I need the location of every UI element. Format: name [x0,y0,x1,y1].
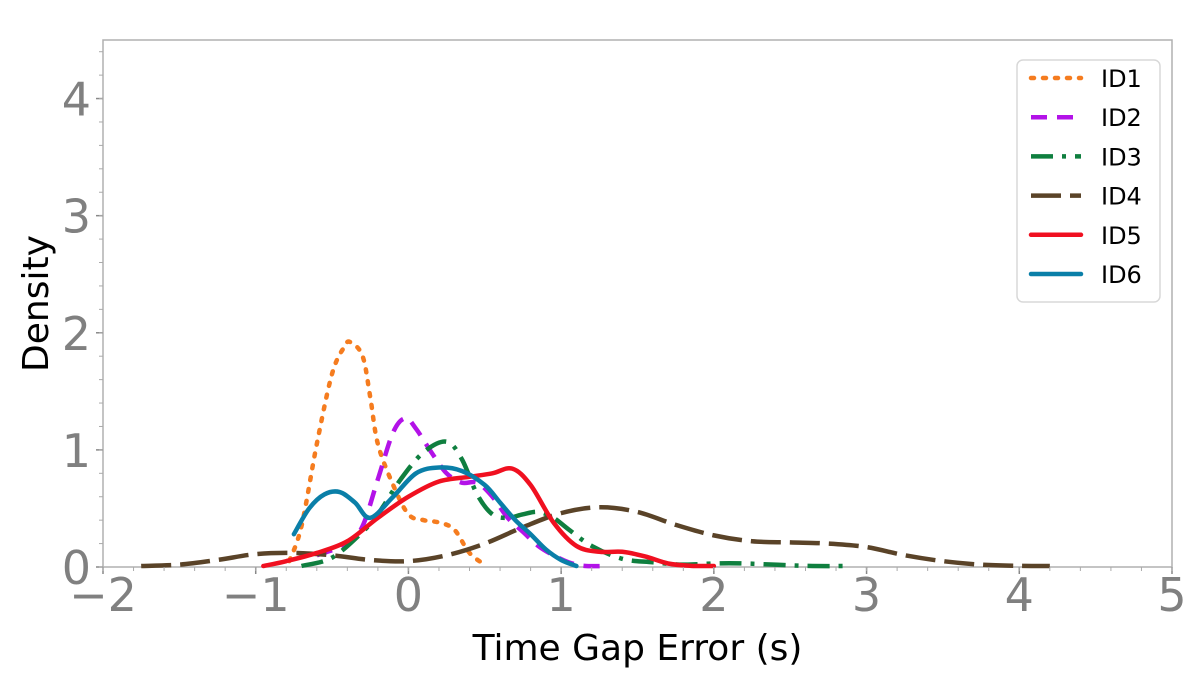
x-tick-label: 0 [394,568,423,622]
x-tick-label: 5 [1157,568,1186,622]
series-layer [141,339,1050,569]
legend-label-id4: ID4 [1101,183,1142,211]
series-line-id4 [141,505,1050,569]
legend-label-id6: ID6 [1101,261,1142,289]
x-tick-label: 1 [547,568,576,622]
x-tick-label: 4 [1005,568,1034,622]
y-tick-label: 0 [62,541,91,595]
y-tick-label: 2 [62,307,91,361]
legend: ID1 ID2 ID3 ID4 ID5 ID6 [1016,59,1161,303]
series-line-id2 [315,416,607,569]
x-tick-label: −1 [222,568,290,622]
series-line-id5 [261,465,717,569]
series-line-id1 [287,339,488,567]
y-axis-title: Density [16,235,57,372]
legend-label-id3: ID3 [1101,143,1142,171]
plot-area-border [102,39,1173,568]
series-line-id6 [291,465,579,569]
plot-frame [102,39,1173,568]
y-tick-label: 3 [62,190,91,244]
x-tick-label: 2 [699,568,728,622]
legend-box [1016,59,1161,303]
x-tick-label: −2 [69,568,137,622]
legend-label-id1: ID1 [1101,65,1142,93]
tick-layer: −2 −1 0 1 2 3 4 5 0 1 2 3 4 [62,51,1187,622]
y-tick-label: 4 [62,73,91,127]
legend-label-id5: ID5 [1101,222,1142,250]
y-tick-label: 1 [62,424,91,478]
x-axis-title: Time Gap Error (s) [472,628,803,669]
legend-label-id2: ID2 [1101,104,1142,132]
x-tick-label: 3 [852,568,881,622]
